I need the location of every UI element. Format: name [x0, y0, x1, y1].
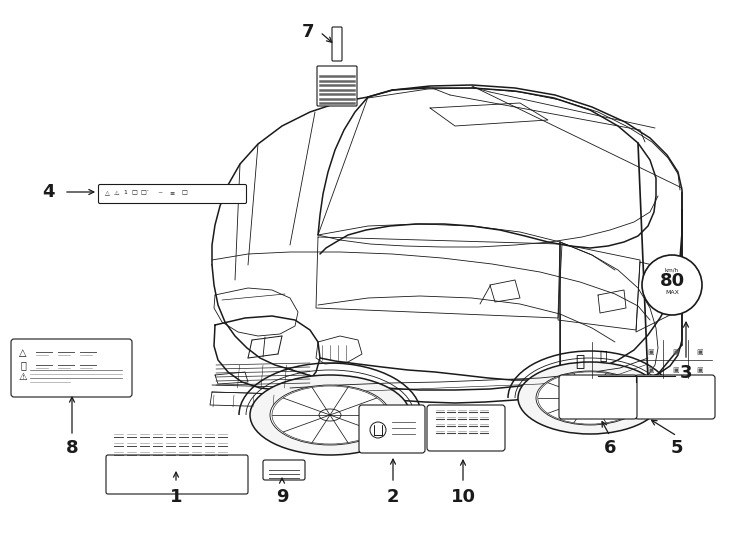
Text: MAX: MAX — [665, 291, 679, 295]
Text: ~: ~ — [157, 191, 163, 195]
Text: ≡: ≡ — [170, 191, 175, 195]
FancyBboxPatch shape — [263, 460, 305, 480]
Text: 4: 4 — [42, 183, 54, 201]
Text: km/h: km/h — [665, 267, 679, 273]
Text: ▣: ▣ — [672, 367, 679, 373]
Text: 7: 7 — [302, 23, 314, 41]
Ellipse shape — [270, 385, 390, 445]
Text: ⚠: ⚠ — [18, 372, 27, 382]
Text: 6: 6 — [604, 439, 617, 457]
Text: 2: 2 — [387, 488, 399, 506]
Text: ▣: ▣ — [647, 367, 654, 373]
Text: △: △ — [105, 191, 109, 195]
FancyBboxPatch shape — [11, 339, 132, 397]
FancyBboxPatch shape — [106, 455, 248, 494]
Text: □⁻: □⁻ — [140, 191, 150, 195]
Text: ▣: ▣ — [697, 349, 703, 355]
FancyBboxPatch shape — [98, 185, 247, 204]
Text: 10: 10 — [451, 488, 476, 506]
Circle shape — [642, 255, 702, 315]
Text: ▣: ▣ — [697, 367, 703, 373]
Text: 8: 8 — [65, 439, 79, 457]
FancyBboxPatch shape — [317, 66, 357, 106]
Text: ⛽: ⛽ — [575, 354, 584, 369]
Ellipse shape — [518, 362, 662, 434]
Polygon shape — [194, 87, 685, 420]
Ellipse shape — [536, 371, 644, 425]
Text: 5: 5 — [671, 439, 683, 457]
Text: ⚠: ⚠ — [113, 191, 119, 195]
Text: 1: 1 — [123, 191, 127, 195]
FancyBboxPatch shape — [332, 27, 342, 61]
Text: □: □ — [131, 191, 137, 195]
Text: 🔔: 🔔 — [20, 360, 26, 370]
FancyBboxPatch shape — [635, 375, 715, 419]
Text: ▣: ▣ — [647, 349, 654, 355]
FancyBboxPatch shape — [359, 405, 425, 453]
Text: 3: 3 — [680, 364, 692, 382]
FancyBboxPatch shape — [559, 375, 637, 419]
Text: □: □ — [181, 191, 187, 195]
Ellipse shape — [319, 409, 341, 421]
FancyBboxPatch shape — [427, 405, 505, 451]
Ellipse shape — [250, 375, 410, 455]
Polygon shape — [214, 316, 320, 390]
Text: △: △ — [19, 348, 26, 358]
Text: 80: 80 — [659, 272, 685, 290]
Ellipse shape — [580, 393, 600, 403]
Text: ▣: ▣ — [672, 349, 679, 355]
Text: 9: 9 — [276, 488, 288, 506]
Text: 📗: 📗 — [599, 349, 607, 362]
Text: 1: 1 — [170, 488, 182, 506]
